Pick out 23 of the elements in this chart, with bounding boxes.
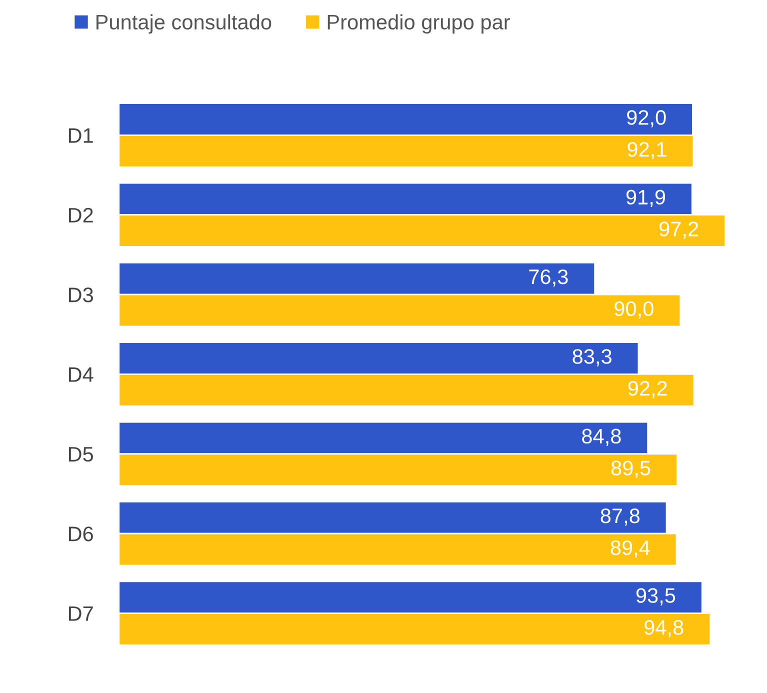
- y-tick-label: D1: [68, 128, 93, 143]
- data-label: 92,0: [627, 110, 666, 128]
- y-tick-label: D7: [68, 606, 93, 621]
- data-label: 93,5: [636, 588, 676, 606]
- data-label: 76,3: [529, 269, 568, 287]
- data-label: 91,9: [626, 190, 666, 207]
- data-label: 90,0: [614, 301, 654, 319]
- y-tick-label: D2: [68, 208, 93, 222]
- data-label: 94,8: [644, 620, 684, 638]
- data-label: 89,4: [610, 540, 650, 558]
- data-label: 87,8: [600, 508, 640, 526]
- data-label: 83,3: [572, 349, 612, 366]
- y-tick-label: D4: [68, 367, 94, 382]
- data-label: 89,5: [611, 460, 650, 478]
- y-tick-label: D5: [68, 447, 94, 462]
- data-label: 92,1: [628, 142, 666, 160]
- y-tick-label: D3: [68, 288, 93, 302]
- data-label: 97,2: [659, 222, 698, 239]
- y-tick-label: D6: [68, 526, 93, 542]
- data-label: 92,2: [628, 380, 667, 398]
- legend-label: Puntaje consultado: [96, 14, 272, 34]
- legend-label: Promedio grupo par: [328, 14, 510, 34]
- data-label: 84,8: [582, 428, 621, 446]
